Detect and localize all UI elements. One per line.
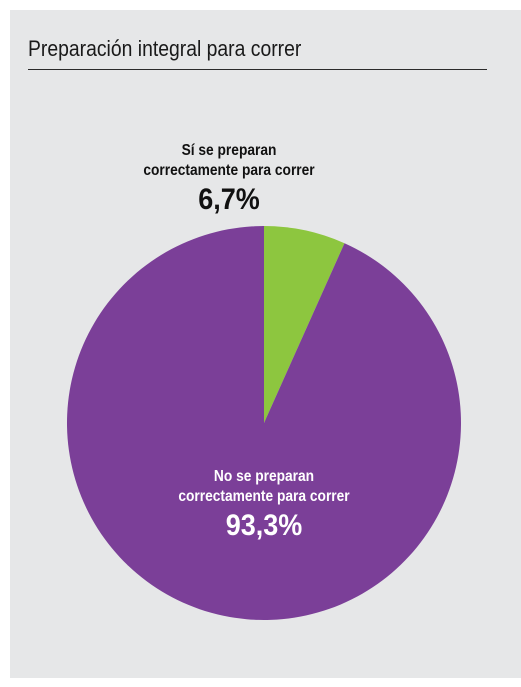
slice-label-si-line1: Sí se preparan [181, 142, 277, 159]
slice-value-no: 93,3% [225, 509, 303, 542]
slice-label-si-line2: correctamente para correr [143, 162, 315, 179]
slice-label-no: No se preparan correctamente para correr… [134, 467, 394, 543]
slice-label-no-line2: correctamente para correr [178, 488, 350, 505]
slice-label-no-line1: No se preparan [213, 468, 315, 485]
slice-label-si: Sí se preparan correctamente para correr… [119, 141, 339, 217]
pie-slice-0 [264, 226, 345, 423]
chart-title: Preparación integral para correr [28, 36, 302, 61]
pie-slice-1 [66, 226, 461, 620]
title-divider [28, 69, 487, 70]
slice-value-si: 6,7% [198, 183, 260, 216]
